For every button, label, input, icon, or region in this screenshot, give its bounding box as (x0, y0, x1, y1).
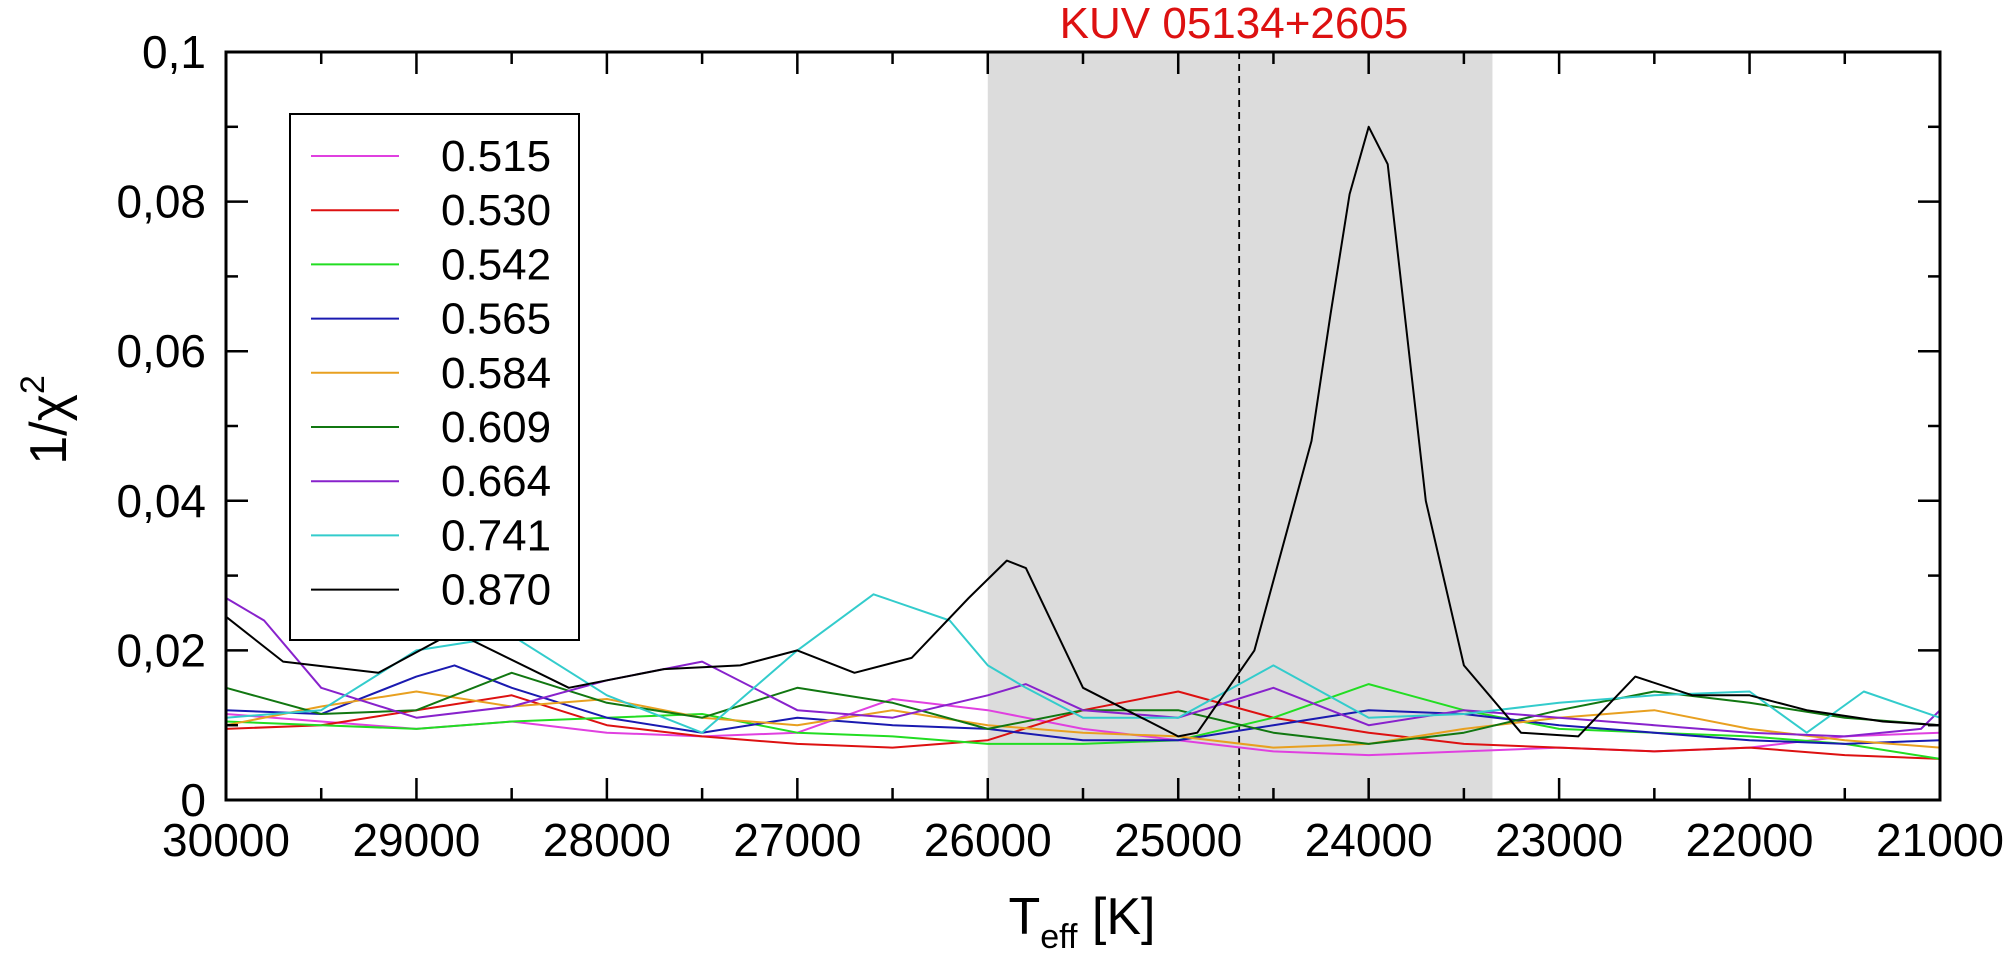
x-tick-label: 27000 (733, 814, 861, 866)
legend-label: 0.515 (441, 132, 551, 181)
y-tick-label: 0,08 (116, 176, 206, 228)
series-line-0.741 (225, 593, 1941, 734)
y-tick-label: 0,04 (116, 475, 206, 527)
x-tick-label: 28000 (543, 814, 671, 866)
legend-label: 0.664 (441, 457, 551, 506)
y-axis-label-main: 1/χ (20, 394, 78, 465)
x-tick-label: 23000 (1495, 814, 1623, 866)
legend-label: 0.741 (441, 511, 551, 560)
legend-label: 0.584 (441, 349, 551, 398)
y-tick-label: 0 (180, 774, 206, 826)
legend-label: 0.870 (441, 566, 551, 615)
x-tick-label: 26000 (924, 814, 1052, 866)
series-layer (225, 125, 1941, 760)
series-line-0.565 (225, 664, 1941, 745)
tick-layer (224, 50, 1942, 802)
legend-label: 0.530 (441, 186, 551, 235)
y-axis-label-sup: 2 (14, 375, 52, 394)
legend-label: 0.565 (441, 295, 551, 344)
y-tick-label: 0,02 (116, 624, 206, 676)
x-tick-label: 29000 (352, 814, 480, 866)
x-axis-label-main: T (1009, 888, 1041, 946)
series-line-0.870 (225, 125, 1941, 738)
x-tick-label: 24000 (1305, 814, 1433, 866)
shaded-region-layer (987, 52, 1493, 800)
legend-box (289, 113, 580, 641)
legend-label: 0.609 (441, 403, 551, 452)
legend: 0.515 0.530 0.542 0.565 0.584 0.609 0.664 0.741… (289, 113, 580, 641)
x-axis-label: Teff [K] (1009, 888, 1156, 953)
x-axis-label-unit: [K] (1077, 888, 1155, 946)
legend-items: 0.515 0.530 0.542 0.565 0.584 0.609 0.664 0.741… (311, 132, 551, 615)
x-axis-label-sub: eff (1040, 918, 1078, 953)
x-tick-label: 25000 (1114, 814, 1242, 866)
y-axis-label: 1/χ2 (14, 375, 78, 465)
series-line-0.664 (225, 597, 1941, 738)
x-tick-label: 30000 (162, 814, 290, 866)
y-tick-label: 0,1 (142, 26, 206, 78)
x-tick-label: 21000 (1876, 814, 2004, 866)
y-tick-label: 0,06 (116, 325, 206, 377)
chart-title: KUV 05134+2605 (1060, 0, 1409, 48)
tick-label-layer: 30000 29000 28000 27000 26000 25000 24000 23000… (116, 26, 2003, 866)
legend-label: 0.542 (441, 240, 551, 289)
shaded-region (987, 52, 1493, 800)
x-tick-label: 22000 (1686, 814, 1814, 866)
